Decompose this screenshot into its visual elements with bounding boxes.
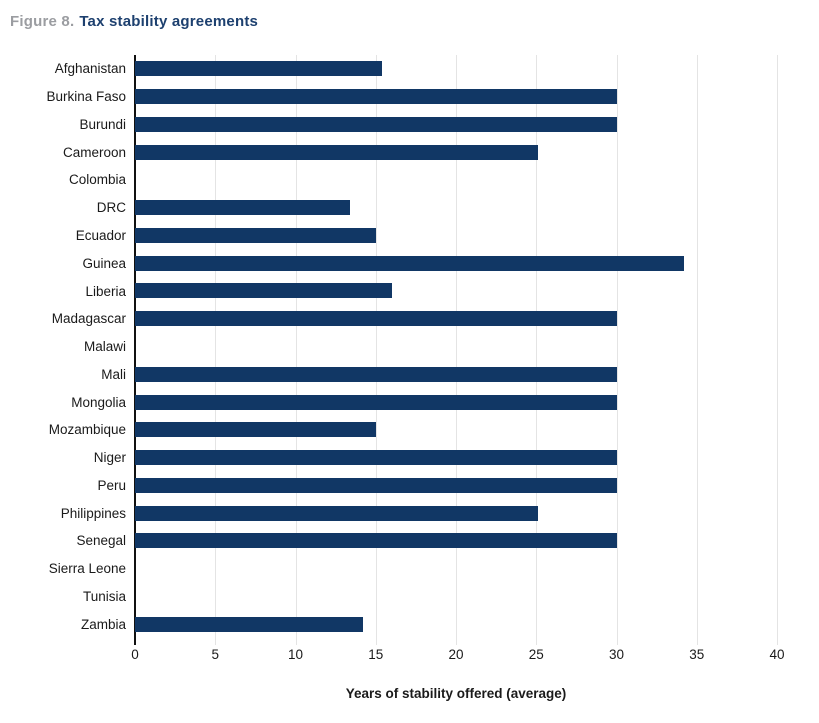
x-tick-label: 40 — [769, 647, 785, 662]
bar — [135, 61, 383, 77]
bar — [135, 450, 617, 466]
bar — [135, 505, 538, 521]
bar — [135, 116, 617, 132]
category-label: Colombia — [68, 172, 126, 188]
bar — [135, 283, 392, 299]
x-axis-ticks: 0 5 10 15 20 25 30 35 40 — [131, 647, 784, 665]
x-tick-label: 30 — [608, 647, 625, 662]
category-labels: Afghanistan Burkina Faso Burundi Cameroon Co… — [0, 55, 135, 638]
bar-chart: Afghanistan Burkina Faso Burundi Cameroon Co… — [0, 55, 819, 645]
gridline — [456, 55, 457, 645]
bar — [135, 422, 376, 438]
bar — [135, 89, 617, 105]
x-axis-label: Years of stability offered (average) — [345, 686, 567, 701]
category-label: Liberia — [85, 283, 126, 299]
bar — [135, 255, 684, 271]
category-label: Afghanistan — [54, 61, 126, 77]
category-label: Cameroon — [62, 144, 126, 160]
gridline — [616, 55, 618, 645]
bar — [135, 533, 617, 549]
x-tick-label: 0 — [131, 647, 139, 662]
bar — [135, 394, 617, 410]
bar — [135, 616, 363, 632]
x-tick-label: 35 — [689, 647, 705, 662]
category-label: Niger — [93, 450, 126, 466]
bar — [135, 311, 617, 327]
category-label: Zambia — [80, 616, 126, 632]
category-label: Philippines — [60, 505, 126, 521]
category-label: Malawi — [83, 339, 126, 355]
x-tick-label: 25 — [528, 647, 544, 662]
x-tick-label: 15 — [368, 647, 384, 662]
category-label: Burundi — [79, 116, 126, 132]
chart-title: Figure 8. Tax stability agreements — [0, 0, 819, 30]
category-label: Peru — [97, 477, 126, 493]
category-label: DRC — [96, 200, 126, 216]
gridline — [777, 55, 778, 645]
gridline — [536, 55, 538, 645]
plot-area — [134, 55, 778, 645]
category-label: Madagascar — [51, 311, 126, 327]
bar — [135, 477, 617, 493]
category-label: Senegal — [76, 533, 126, 549]
bar — [135, 144, 538, 160]
gridline — [375, 55, 377, 645]
x-tick-label: 5 — [211, 647, 220, 662]
category-label: Sierra Leone — [48, 561, 126, 577]
bar — [135, 200, 351, 216]
category-label: Burkina Faso — [46, 89, 126, 105]
x-tick-label: 20 — [448, 647, 464, 662]
gridline — [295, 55, 297, 645]
gridline — [696, 55, 698, 645]
x-tick-label: 10 — [287, 647, 304, 662]
category-label: Tunisia — [82, 588, 126, 604]
y-axis-line — [134, 55, 136, 645]
figure-number-label: Figure 8. — [10, 13, 75, 30]
category-label: Mongolia — [71, 394, 126, 410]
chart-title-text: Tax stability agreements — [79, 13, 259, 30]
category-label: Mali — [101, 366, 126, 382]
category-label: Ecuador — [75, 227, 126, 243]
category-label: Mozambique — [48, 422, 126, 438]
bar — [135, 227, 376, 243]
gridline — [215, 55, 217, 645]
category-label: Guinea — [82, 255, 126, 271]
bar — [135, 366, 617, 382]
